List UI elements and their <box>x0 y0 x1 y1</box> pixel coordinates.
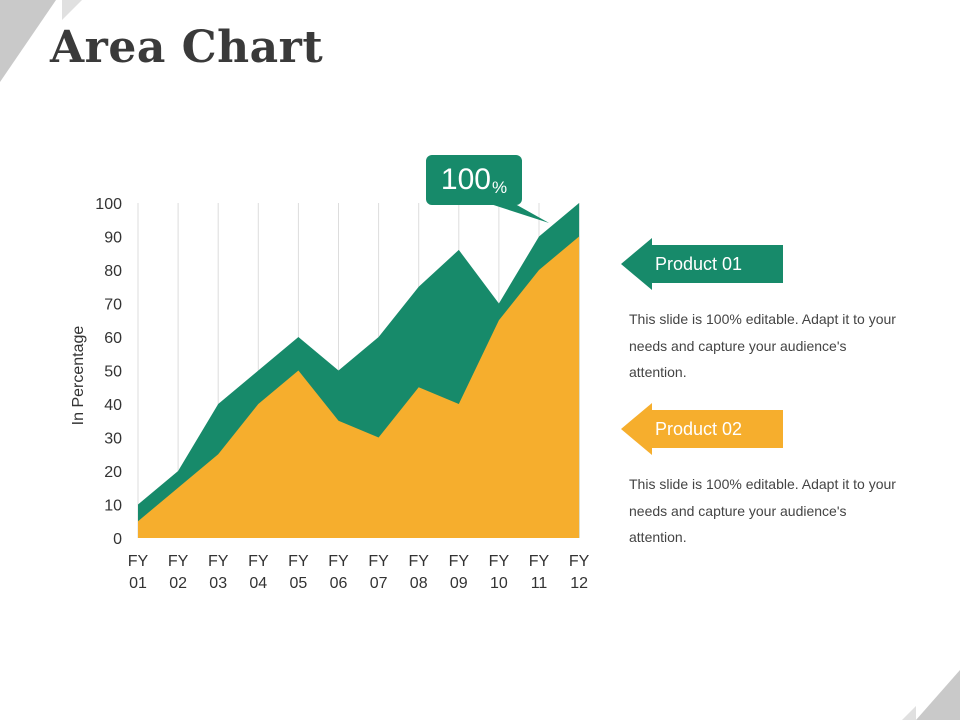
y-tick-label: 20 <box>104 464 122 481</box>
left-arrow-icon <box>621 403 783 455</box>
bottom-right-corner-decoration <box>902 670 960 720</box>
y-tick-label: 40 <box>104 397 122 414</box>
y-tick-label: 80 <box>104 263 122 280</box>
x-tick-label: FY 08 <box>408 553 429 592</box>
callout-pointer <box>478 200 550 223</box>
product-02-description: This slide is 100% editable. Adapt it to… <box>629 476 896 545</box>
callout-unit: % <box>491 178 508 197</box>
y-tick-label: 60 <box>104 330 122 347</box>
product-01-description: This slide is 100% editable. Adapt it to… <box>629 311 896 380</box>
y-tick-label: 30 <box>104 431 122 448</box>
y-tick-label: 70 <box>104 297 122 314</box>
legend-product-01: Product 01 <box>621 238 783 290</box>
x-tick-label: FY 12 <box>569 553 590 592</box>
x-tick-label: FY 05 <box>288 553 309 592</box>
x-tick-label: FY 10 <box>489 553 510 592</box>
x-tick-label: FY 02 <box>168 553 189 592</box>
top-left-corner-decoration <box>0 0 82 82</box>
y-tick-label: 90 <box>104 230 122 247</box>
y-tick-label: 10 <box>104 498 122 515</box>
peak-callout: 100 % <box>426 155 522 205</box>
area-series-2 <box>138 236 580 538</box>
x-tick-label: FY 11 <box>529 553 550 592</box>
callout-value: 100 <box>440 163 491 196</box>
x-tick-label: FY 03 <box>208 553 229 592</box>
legend-label-product-02: Product 02 <box>655 419 743 439</box>
slide-title: Area Chart <box>50 22 324 73</box>
x-tick-label: FY 04 <box>248 553 269 592</box>
y-tick-label: 50 <box>104 364 122 381</box>
x-tick-label: FY 06 <box>328 553 349 592</box>
legend-label-product-01: Product 01 <box>655 254 743 274</box>
left-arrow-icon <box>621 238 783 290</box>
legend-product-02: Product 02 <box>621 403 783 455</box>
y-tick-label: 0 <box>113 531 122 548</box>
x-tick-label: FY 09 <box>449 553 470 592</box>
x-tick-label: FY 01 <box>128 553 149 592</box>
y-tick-label: 100 <box>95 196 122 213</box>
y-axis-label: In Percentage <box>70 326 87 426</box>
x-tick-label: FY 07 <box>368 553 389 592</box>
